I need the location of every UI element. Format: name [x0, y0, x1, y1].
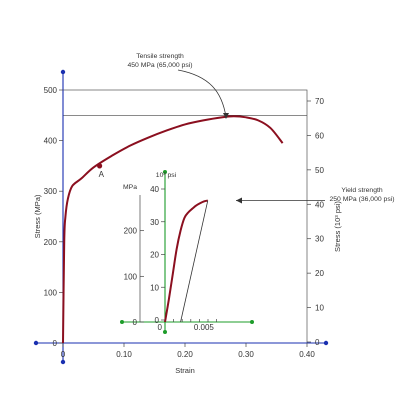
- y-right-tick-label: 20: [315, 269, 324, 278]
- inset-ksi-tick-label: 10: [150, 283, 159, 292]
- x-tick-label: 0.40: [299, 350, 315, 359]
- y-right-tick-label: 50: [315, 166, 324, 175]
- y-right-tick-label: 40: [315, 200, 324, 209]
- inset-mpa-unit: MPa: [123, 184, 137, 191]
- inset-mpa-tick-label: 100: [124, 272, 138, 281]
- inset-ksi-unit: 10³ psi: [156, 172, 177, 179]
- tensile-strength-arrowhead: [223, 113, 229, 119]
- inset-y-axis-bottom-arrow: [163, 330, 167, 334]
- yield-strength-value: 250 MPa (36,000 psi): [330, 196, 395, 203]
- y-tick-label: 0: [53, 339, 58, 348]
- x-tick-label: 0: [61, 350, 66, 359]
- y-tick-label: 100: [44, 288, 58, 297]
- y-right-tick-label: 60: [315, 131, 324, 140]
- y-axis-title: Stress (MPa): [33, 194, 42, 238]
- inset-y-axis-top-arrow: [163, 170, 167, 174]
- x-tick-label: 0.20: [177, 350, 193, 359]
- y-right-tick-label: 70: [315, 97, 324, 106]
- y-tick-label: 200: [44, 238, 58, 247]
- yield-strength-arrowhead: [236, 197, 242, 204]
- annotations: Tensile strength 450 MPa (65,000 psi) Yiel…: [128, 53, 395, 204]
- x-axis-left-arrow: [33, 340, 39, 346]
- y-right-axis-title: Stress (10³ psi): [333, 201, 342, 252]
- inset-x-tick-label: 0.005: [194, 323, 215, 332]
- inset-stress-curve: [164, 199, 209, 323]
- inset-ksi-tick-label: 0: [155, 316, 160, 325]
- x-axis-title: Strain: [175, 366, 195, 375]
- y-axis-top-arrow: [60, 69, 66, 75]
- tensile-strength-leader: [177, 69, 227, 118]
- point-a-marker: [97, 163, 103, 169]
- y-right-tick-label: 30: [315, 235, 324, 244]
- inset-chart: 0 100 200 MPa 0 10 20 30 40 10³ psi 0 0.005: [120, 170, 254, 334]
- inset-x-axis-right-arrow: [250, 320, 254, 324]
- yield-strength-title: Yield strength: [341, 187, 383, 194]
- y-tick-label: 400: [44, 137, 58, 146]
- main-series: A: [62, 115, 284, 344]
- y-right-tick-label: 0: [315, 338, 320, 347]
- inset-offset-line: [180, 200, 209, 323]
- inset-ksi-tick-label: 30: [150, 218, 159, 227]
- tensile-strength-value: 450 MPa (65,000 psi): [128, 62, 193, 69]
- inset-mpa-tick-label: 200: [124, 227, 138, 236]
- inset-x-tick-label: 0: [158, 323, 163, 332]
- stress-strain-curve: [62, 115, 284, 344]
- x-tick-label: 0.10: [116, 350, 132, 359]
- y-tick-label: 300: [44, 187, 58, 196]
- x-axis-right-arrow: [323, 340, 329, 346]
- point-a-label: A: [99, 170, 105, 179]
- tensile-strength-title: Tensile strength: [136, 53, 184, 60]
- main-axes: 0 0.10 0.20 0.30 0.4001002003004005000102030…: [33, 69, 342, 375]
- inset-mpa-tick-label: 0: [133, 318, 138, 327]
- inset-x-axis-left-arrow: [120, 320, 124, 324]
- inset-ksi-tick-label: 20: [150, 251, 159, 260]
- inset-ksi-tick-label: 40: [150, 185, 159, 194]
- y-axis-bottom-arrow: [60, 359, 66, 365]
- y-right-tick-label: 10: [315, 304, 324, 313]
- x-tick-label: 0.30: [238, 350, 254, 359]
- y-tick-label: 500: [44, 86, 58, 95]
